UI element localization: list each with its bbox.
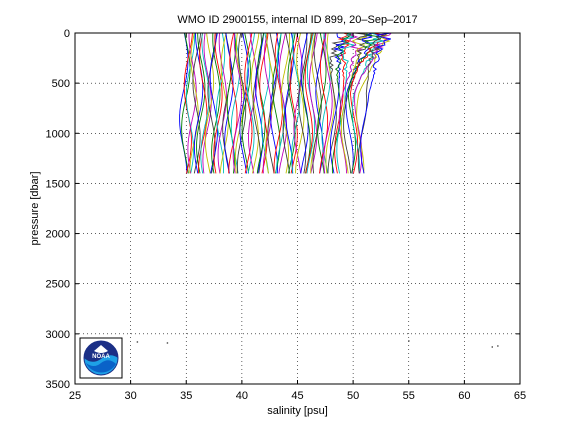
- outlier-point: [497, 345, 499, 347]
- profile-line: [351, 32, 385, 174]
- profile-line: [252, 32, 262, 174]
- profile-line: [300, 32, 309, 174]
- y-tick-label: 3500: [46, 379, 70, 391]
- profile-line: [181, 32, 191, 174]
- x-tick-label: 60: [458, 390, 470, 402]
- outlier-point: [408, 340, 410, 342]
- profile-line: [287, 32, 296, 174]
- x-tick-label: 65: [514, 390, 526, 402]
- profile-line: [360, 32, 392, 174]
- profile-line: [321, 32, 331, 174]
- profile-line: [215, 32, 226, 174]
- profile-line: [317, 32, 327, 174]
- profile-line: [295, 32, 305, 174]
- chart-title: WMO ID 2900155, internal ID 899, 20–Sep–…: [177, 14, 417, 26]
- profile-line: [204, 32, 215, 174]
- profile-line: [211, 32, 221, 174]
- x-tick-label: 25: [69, 390, 81, 402]
- profile-line: [193, 33, 204, 174]
- x-tick-label: 50: [347, 390, 359, 402]
- profile-line: [265, 33, 275, 174]
- profile-line: [345, 32, 374, 174]
- profile-line: [213, 32, 223, 174]
- profile-line: [350, 32, 386, 174]
- profile-line: [256, 32, 266, 174]
- profile-line: [228, 32, 238, 174]
- grid-lines: [75, 33, 520, 384]
- y-tick-label: 0: [64, 28, 70, 40]
- x-axis-label: salinity [psu]: [267, 405, 328, 417]
- profile-line: [192, 32, 202, 174]
- profile-line: [319, 32, 329, 174]
- profile-line: [189, 32, 199, 174]
- profile-line: [278, 32, 288, 174]
- outlier-point: [491, 346, 493, 348]
- y-tick-label: 1000: [46, 128, 70, 140]
- y-tick-label: 2500: [46, 279, 70, 291]
- profile-line: [293, 32, 303, 174]
- outlier-point: [136, 341, 139, 343]
- profile-line: [289, 32, 299, 174]
- profile-line: [273, 32, 283, 174]
- profile-line: [309, 32, 318, 174]
- x-tick-label: 45: [291, 390, 303, 402]
- y-tick-label: 1500: [46, 178, 70, 190]
- profile-line: [183, 32, 193, 174]
- profile-line: [209, 32, 218, 174]
- y-tick-label: 2000: [46, 229, 70, 241]
- profile-line: [244, 32, 253, 174]
- profile-line: [325, 32, 335, 174]
- profile-line: [232, 32, 242, 174]
- profile-line: [185, 33, 196, 174]
- noaa-logo-text: NOAA: [92, 354, 110, 360]
- salinity-profiles: [179, 32, 392, 174]
- profile-line: [246, 32, 256, 174]
- noaa-logo: NOAA: [79, 337, 123, 379]
- x-tick-label: 30: [125, 390, 137, 402]
- profile-line: [241, 32, 251, 174]
- y-tick-label: 500: [52, 78, 70, 90]
- x-tick-label: 35: [180, 390, 192, 402]
- profile-line: [357, 32, 387, 174]
- profile-line: [347, 32, 383, 174]
- profile-line: [323, 32, 333, 174]
- profile-line: [196, 33, 206, 174]
- x-tick-label: 55: [403, 390, 415, 402]
- profile-line: [340, 32, 368, 174]
- profile-line: [334, 32, 351, 174]
- y-axis-label: pressure [dbar]: [29, 172, 41, 246]
- profile-line: [310, 32, 320, 174]
- profile-line: [207, 32, 217, 174]
- outlier-point: [166, 342, 169, 344]
- profile-line: [290, 32, 301, 174]
- profile-line: [259, 32, 269, 174]
- profile-line: [304, 32, 313, 174]
- outlier-points: [136, 340, 499, 348]
- profile-line: [250, 32, 260, 174]
- axis-ticks: 25 30 35 40 45 50 55 60 65 0 500 1000 1500 2000 2500 30…: [46, 28, 527, 402]
- profile-line: [280, 32, 291, 174]
- profile-line: [267, 32, 277, 174]
- profile-line: [219, 32, 229, 174]
- y-tick-label: 3000: [46, 329, 70, 341]
- profile-line: [356, 32, 391, 174]
- x-tick-label: 40: [236, 390, 248, 402]
